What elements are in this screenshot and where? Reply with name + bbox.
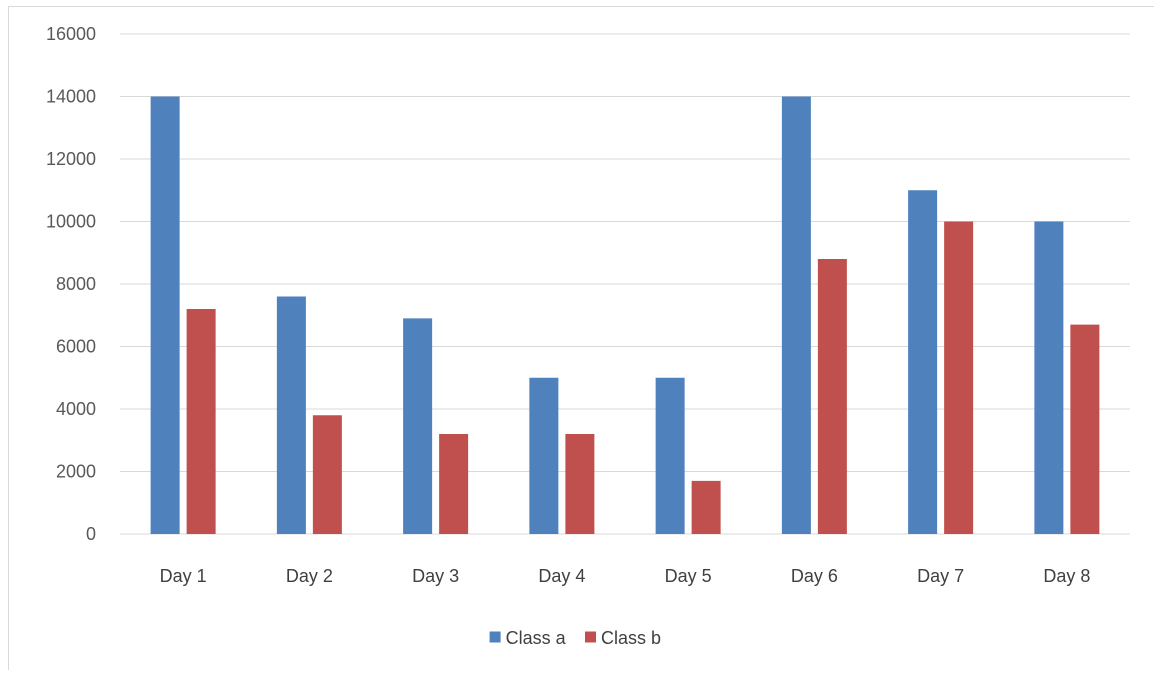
bar-class-b-day-3 [439,434,469,534]
bar-class-b-day-2 [312,415,342,534]
x-tick-label: Day 8 [1043,566,1090,586]
x-tick-label: Day 5 [665,566,712,586]
bar-class-b-day-1 [186,309,216,534]
bar-class-b-day-6 [817,259,847,534]
chart-frame [8,6,1154,670]
bar-class-a-day-8 [1034,221,1064,534]
y-tick-label: 0 [86,524,96,544]
y-tick-label: 16000 [46,24,96,44]
bar-class-b-day-5 [691,480,721,534]
bars [150,96,1100,534]
bar-class-a-day-3 [403,318,433,534]
bar-class-a-day-4 [529,377,559,534]
bar-class-b-day-7 [944,221,974,534]
x-tick-label: Day 4 [538,566,585,586]
x-tick-label: Day 2 [286,566,333,586]
bar-class-a-day-5 [655,377,685,534]
y-tick-label: 6000 [56,337,96,357]
bar-class-b-day-4 [565,434,595,534]
y-tick-label: 2000 [56,462,96,482]
legend: Class a Class b [489,628,661,648]
bar-class-b-day-8 [1070,324,1100,534]
y-tick-label: 4000 [56,399,96,419]
y-tick-label: 12000 [46,149,96,169]
x-tick-label: Day 3 [412,566,459,586]
bar-class-a-day-6 [781,96,811,534]
legend-label: Class a [506,628,567,648]
legend-swatch [585,631,596,643]
bar-class-a-day-1 [150,96,180,534]
legend-label: Class b [601,628,661,648]
y-tick-label: 10000 [46,212,96,232]
x-axis-ticks: Day 1 Day 2 Day 3 Day 4 Day 5 Day 6 Day 7 Day 8 [160,566,1091,586]
x-tick-label: Day 6 [791,566,838,586]
x-tick-label: Day 1 [160,566,207,586]
bar-class-a-day-7 [908,190,938,534]
y-axis-ticks: 0 2000 4000 6000 8000 10000 12000 14000 16000 [46,24,96,544]
y-tick-label: 8000 [56,274,96,294]
y-tick-label: 14000 [46,87,96,107]
x-tick-label: Day 7 [917,566,964,586]
gridlines [120,33,1130,535]
legend-swatch [489,631,501,643]
bar-class-a-day-2 [276,296,306,534]
